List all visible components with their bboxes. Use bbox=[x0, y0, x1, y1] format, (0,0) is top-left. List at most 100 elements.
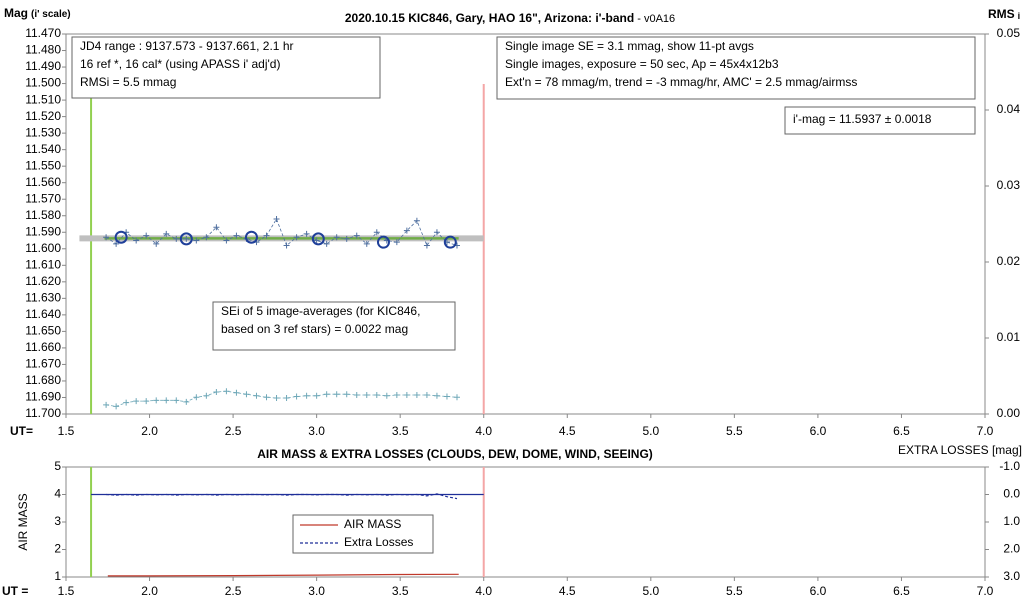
y-tick-label: 11.590 bbox=[25, 224, 61, 238]
x-tick-label: 3.0 bbox=[308, 424, 325, 438]
y-tick-label: 11.660 bbox=[25, 340, 61, 354]
data-point bbox=[333, 391, 340, 398]
y-label-main: Mag bbox=[4, 6, 28, 20]
annotation-text: i'-mag = 11.5937 ± 0.0018 bbox=[793, 112, 932, 126]
annotation-text: Single image SE = 3.1 mmag, show 11-pt a… bbox=[505, 39, 754, 53]
data-point bbox=[193, 394, 200, 401]
data-point bbox=[403, 392, 410, 398]
y2-label-main: RMS bbox=[988, 7, 1015, 21]
x-tick-label: 4.5 bbox=[559, 584, 576, 598]
data-point bbox=[363, 240, 370, 247]
data-point bbox=[413, 392, 420, 398]
chart-title: 2020.10.15 KIC846, Gary, HAO 16", Arizon… bbox=[345, 11, 675, 25]
data-point bbox=[113, 240, 120, 247]
data-point bbox=[233, 389, 240, 396]
data-point bbox=[283, 395, 290, 402]
y-tick-label: 11.570 bbox=[25, 191, 61, 205]
y2-tick-label: 0.05 bbox=[997, 26, 1021, 40]
data-point bbox=[403, 227, 410, 234]
data-point bbox=[293, 393, 300, 400]
annotation-text: Single images, exposure = 50 sec, Ap = 4… bbox=[505, 57, 779, 71]
x-tick-label: 4.0 bbox=[475, 584, 492, 598]
data-point bbox=[103, 401, 110, 408]
data-point bbox=[413, 217, 420, 224]
y-tick-label: 11.630 bbox=[25, 291, 61, 305]
plot-frame bbox=[65, 33, 986, 415]
x-tick-label: 3.0 bbox=[308, 584, 325, 598]
data-point bbox=[173, 397, 180, 404]
legend-label: Extra Losses bbox=[344, 535, 413, 549]
data-point bbox=[273, 395, 280, 402]
data-point bbox=[223, 237, 230, 244]
data-point bbox=[283, 242, 290, 249]
y-tick-label: 11.580 bbox=[25, 208, 61, 222]
data-point bbox=[253, 392, 260, 399]
y2-label-sub: i bbox=[1018, 11, 1021, 21]
annotation-box bbox=[212, 301, 456, 351]
data-point bbox=[293, 234, 300, 241]
y-tick-label: 11.610 bbox=[25, 257, 61, 271]
y2-tick-label: 0.00 bbox=[997, 406, 1021, 420]
x-tick-label: 7.0 bbox=[977, 584, 994, 598]
y2-tick-label: 3.0 bbox=[1003, 569, 1020, 583]
x-tick-label: 3.5 bbox=[392, 424, 409, 438]
data-point bbox=[163, 230, 170, 237]
y-tick-label: 11.530 bbox=[25, 125, 61, 139]
y2-tick-label: 2.0 bbox=[1003, 542, 1020, 556]
x-tick-label: 4.5 bbox=[559, 424, 576, 438]
data-point bbox=[323, 240, 330, 247]
x-tick-label: 2.0 bbox=[141, 584, 158, 598]
y-tick-label: 11.690 bbox=[25, 390, 61, 404]
average-point bbox=[311, 232, 325, 246]
data-point bbox=[433, 392, 440, 399]
data-point bbox=[263, 232, 270, 239]
average-point bbox=[114, 230, 128, 244]
x-tick-label: 1.5 bbox=[58, 424, 75, 438]
data-point bbox=[173, 235, 180, 242]
annotation-text: JD4 range : 9137.573 - 9137.661, 2.1 hr bbox=[80, 39, 294, 53]
x-tick-label: 7.0 bbox=[977, 424, 994, 438]
x-axis-label: UT= bbox=[10, 424, 33, 438]
y-tick-label: 11.670 bbox=[25, 357, 61, 371]
y-tick-label: 11.640 bbox=[25, 307, 61, 321]
data-point bbox=[223, 388, 230, 395]
average-point bbox=[376, 235, 390, 249]
x-tick-label: 5.0 bbox=[642, 584, 659, 598]
y-tick-label: 11.470 bbox=[25, 26, 61, 40]
data-point bbox=[443, 393, 450, 400]
y2-tick-label: 0.02 bbox=[997, 254, 1021, 268]
data-point bbox=[423, 242, 430, 249]
series-line bbox=[106, 390, 458, 407]
annotation-box bbox=[71, 36, 381, 99]
x-tick-label: 6.0 bbox=[810, 424, 827, 438]
y-tick-label: 11.490 bbox=[25, 59, 61, 73]
y-tick-label: 11.700 bbox=[25, 406, 61, 420]
y-axis-label: Mag (i' scale) bbox=[4, 6, 71, 20]
y-tick-label: 11.600 bbox=[25, 241, 61, 255]
data-point bbox=[123, 399, 130, 406]
y-tick-label: 11.680 bbox=[25, 373, 61, 387]
data-point bbox=[153, 240, 160, 247]
x-tick-label: 5.5 bbox=[726, 584, 743, 598]
x-axis-label: UT = bbox=[2, 584, 28, 598]
y-tick-label: 5 bbox=[54, 459, 61, 473]
x-tick-label: 2.5 bbox=[225, 424, 242, 438]
data-point bbox=[453, 394, 460, 401]
data-point bbox=[203, 234, 210, 241]
title-main: 2020.10.15 KIC846, Gary, HAO 16", Arizon… bbox=[345, 11, 634, 25]
data-point bbox=[313, 392, 320, 399]
series-line bbox=[106, 493, 458, 500]
data-point bbox=[373, 392, 380, 398]
y-tick-label: 11.510 bbox=[25, 92, 61, 106]
data-point bbox=[393, 392, 400, 398]
y-tick-label: 11.550 bbox=[25, 158, 61, 172]
data-point bbox=[303, 230, 310, 237]
x-tick-label: 3.5 bbox=[392, 584, 409, 598]
y2-axis-label: EXTRA LOSSES [mag] bbox=[898, 443, 1022, 457]
data-point bbox=[203, 392, 210, 399]
y2-tick-label: 1.0 bbox=[1003, 514, 1020, 528]
y-tick-label: 4 bbox=[54, 487, 61, 501]
data-point bbox=[213, 388, 220, 395]
data-point bbox=[353, 392, 360, 398]
